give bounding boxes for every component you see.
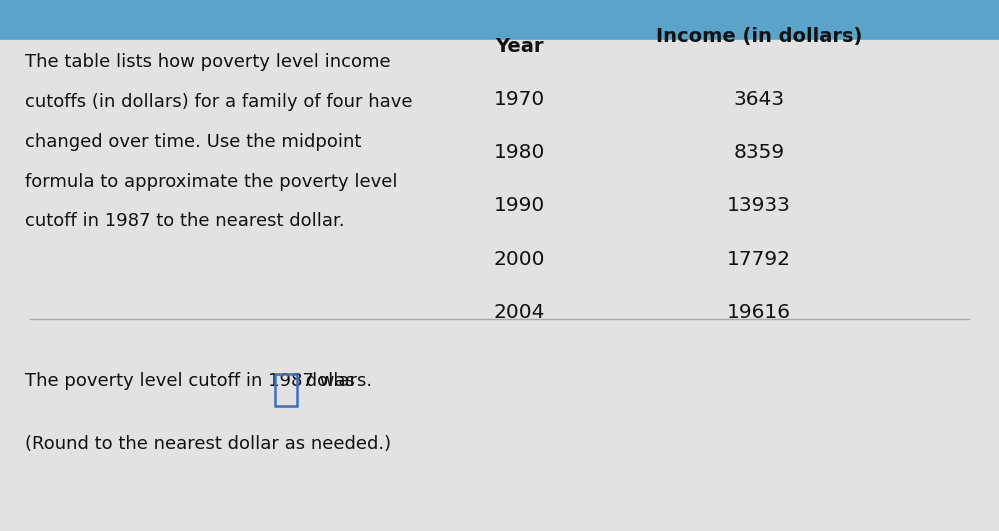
Bar	[0, 0, 999, 40]
Text: Year: Year	[496, 37, 543, 56]
Text: 19616: 19616	[727, 303, 791, 322]
Text: 2004: 2004	[494, 303, 545, 322]
Text: 2000: 2000	[494, 250, 545, 269]
Text: 1970: 1970	[494, 90, 545, 109]
Text: formula to approximate the poverty level: formula to approximate the poverty level	[25, 173, 398, 191]
Text: 8359: 8359	[733, 143, 785, 162]
Text: The table lists how poverty level income: The table lists how poverty level income	[25, 53, 391, 71]
Text: 13933: 13933	[727, 196, 791, 216]
Text: The poverty level cutoff in 1987 was: The poverty level cutoff in 1987 was	[25, 372, 355, 390]
Text: 1980: 1980	[494, 143, 545, 162]
Text: cutoffs (in dollars) for a family of four have: cutoffs (in dollars) for a family of fou…	[25, 93, 413, 111]
Text: cutoff in 1987 to the nearest dollar.: cutoff in 1987 to the nearest dollar.	[25, 212, 345, 230]
Bar	[275, 374, 297, 406]
Text: 17792: 17792	[727, 250, 791, 269]
Text: 1990: 1990	[494, 196, 545, 216]
Text: changed over time. Use the midpoint: changed over time. Use the midpoint	[25, 133, 362, 151]
Text: Income (in dollars): Income (in dollars)	[656, 27, 862, 46]
Text: 3643: 3643	[733, 90, 785, 109]
Text: dollars.: dollars.	[301, 372, 373, 390]
Text: (Round to the nearest dollar as needed.): (Round to the nearest dollar as needed.)	[25, 435, 391, 453]
